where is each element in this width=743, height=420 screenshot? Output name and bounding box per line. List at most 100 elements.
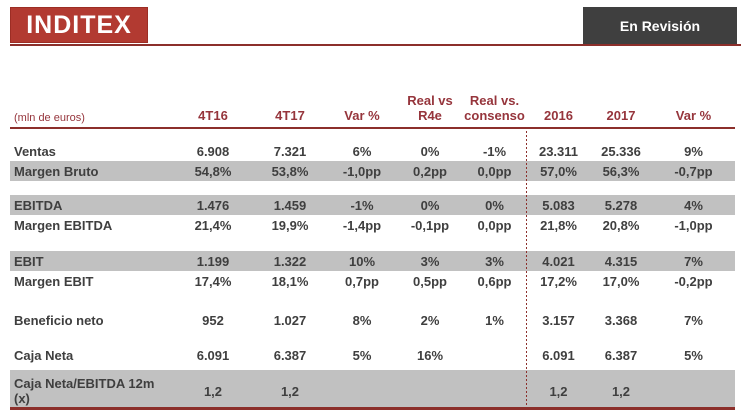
cell: 4%: [684, 197, 703, 213]
cell: 21,4%: [194, 217, 232, 233]
cell: 10%: [348, 253, 376, 269]
cell: 0%: [420, 143, 440, 159]
cell: 23.311: [538, 143, 579, 159]
cell: 17,0%: [602, 273, 640, 289]
column-header-real-vs-consenso: Real vs. consenso: [464, 93, 525, 124]
cell: 16%: [416, 347, 444, 363]
cell: 1.322: [273, 253, 307, 269]
cell: 1.027: [273, 312, 307, 328]
unit-label: (mln de euros): [14, 112, 85, 124]
row-label: Caja Neta/EBITDA 12m (x): [14, 376, 155, 406]
cell: 3%: [485, 253, 504, 269]
spacer: [10, 235, 735, 251]
cell: 6.091: [542, 347, 575, 363]
table-header-underline: [10, 127, 735, 129]
cell: -1,4pp: [342, 217, 382, 233]
financial-results-table: (mln de euros) 4T16 4T17 Var % Real vs R…: [10, 85, 735, 410]
cell: 6%: [352, 143, 372, 159]
cell: 6.387: [273, 347, 307, 363]
cell: 57,0%: [540, 163, 577, 179]
cell: 0,7pp: [345, 273, 379, 289]
cell: -1%: [350, 197, 374, 213]
cell: 6.387: [604, 347, 638, 363]
cell: 0,2pp: [413, 163, 447, 179]
cell: -1,0pp: [674, 217, 713, 233]
row-label: Ventas: [14, 143, 56, 159]
cell: [326, 370, 398, 384]
cell: 3.368: [604, 312, 638, 328]
row-label: EBITDA: [14, 197, 63, 213]
cell: 56,3%: [602, 163, 640, 179]
cell: 17,4%: [194, 273, 232, 289]
cell: 18,1%: [271, 273, 309, 289]
cell: [462, 370, 527, 384]
table-header-row: (mln de euros) 4T16 4T17 Var % Real vs R…: [10, 85, 735, 127]
table-row-margen-bruto: Margen Bruto 54,8% 53,8% -1,0pp 0,2pp 0,…: [10, 161, 735, 181]
row-label: Caja Neta: [14, 347, 74, 363]
cell: 3.157: [542, 312, 575, 328]
header-divider: [10, 44, 741, 46]
cell: 4.315: [604, 253, 638, 269]
spacer: [10, 129, 735, 141]
cell: 2%: [420, 312, 440, 328]
cell: 9%: [684, 143, 703, 159]
spacer: [10, 291, 735, 310]
table-row-caja-neta: Caja Neta 6.091 6.387 5% 16% 6.091 6.387…: [10, 345, 735, 365]
cell: 53,8%: [271, 163, 309, 179]
cell: -0,2pp: [674, 273, 713, 289]
cell: 0,6pp: [477, 273, 512, 289]
table-row-ebitda: EBITDA 1.476 1.459 -1% 0% 0% 5.083 5.278…: [10, 195, 735, 215]
cell: 0%: [420, 197, 440, 213]
cell: 0,5pp: [413, 273, 447, 289]
table-row-margen-ebitda: Margen EBITDA 21,4% 19,9% -1,4pp -0,1pp …: [10, 215, 735, 235]
cell: 0%: [485, 197, 504, 213]
row-label: Margen EBITDA: [14, 217, 113, 233]
table-row-beneficio-neto: Beneficio neto 952 1.027 8% 2% 1% 3.157 …: [10, 310, 735, 330]
spacer: [10, 181, 735, 195]
cell: 0,0pp: [477, 163, 512, 179]
cell: 0,0pp: [477, 217, 512, 233]
column-header-4t17: 4T17: [275, 108, 305, 124]
cell: 1,2: [203, 384, 223, 399]
quarter-annual-separator: [526, 131, 527, 407]
cell: 7.321: [273, 143, 307, 159]
cell: [652, 370, 735, 384]
table-row-margen-ebit: Margen EBIT 17,4% 18,1% 0,7pp 0,5pp 0,6p…: [10, 271, 735, 291]
inditex-logo-text: INDITEX: [26, 10, 132, 39]
cell: 5%: [684, 347, 703, 363]
status-badge-label: En Revisión: [619, 17, 701, 34]
cell: 25.336: [601, 143, 641, 159]
cell: 6.091: [196, 347, 230, 363]
cell: 7%: [684, 312, 703, 328]
cell: 5%: [352, 347, 372, 363]
table-row-ebit: EBIT 1.199 1.322 10% 3% 3% 4.021 4.315 7…: [10, 251, 735, 271]
row-label: Beneficio neto: [14, 312, 104, 328]
column-header-real-vs-r4e: Real vs R4e: [407, 93, 453, 124]
cell: [398, 370, 462, 384]
inditex-logo: INDITEX: [10, 7, 148, 43]
cell: 54,8%: [194, 163, 232, 179]
cell: 952: [202, 312, 224, 328]
cell: -1,0pp: [342, 163, 382, 179]
cell: -0,1pp: [410, 217, 450, 233]
cell: 17,2%: [540, 273, 577, 289]
cell: 19,9%: [271, 217, 309, 233]
cell: 1,2: [280, 384, 300, 399]
cell: 4.021: [542, 253, 575, 269]
row-label: Margen Bruto: [14, 163, 99, 179]
status-badge: En Revisión: [583, 7, 737, 44]
row-label: Margen EBIT: [14, 273, 94, 289]
table-row-caja-neta-ebitda: Caja Neta/EBITDA 12m (x) 1,2 1,2 1,2 1,2: [10, 370, 735, 407]
column-header-2016: 2016: [544, 108, 573, 124]
row-label: EBIT: [14, 253, 44, 269]
column-header-var-q: Var %: [344, 108, 380, 124]
cell: 1,2: [549, 384, 568, 399]
cell: 1.199: [196, 253, 230, 269]
column-header-var-y: Var %: [675, 108, 712, 124]
cell: 7%: [684, 253, 703, 269]
cell: 5.278: [604, 197, 638, 213]
cell: 1.459: [273, 197, 307, 213]
column-header-4t16: 4T16: [198, 108, 228, 124]
cell: 20,8%: [602, 217, 640, 233]
cell: -0,7pp: [674, 163, 713, 179]
